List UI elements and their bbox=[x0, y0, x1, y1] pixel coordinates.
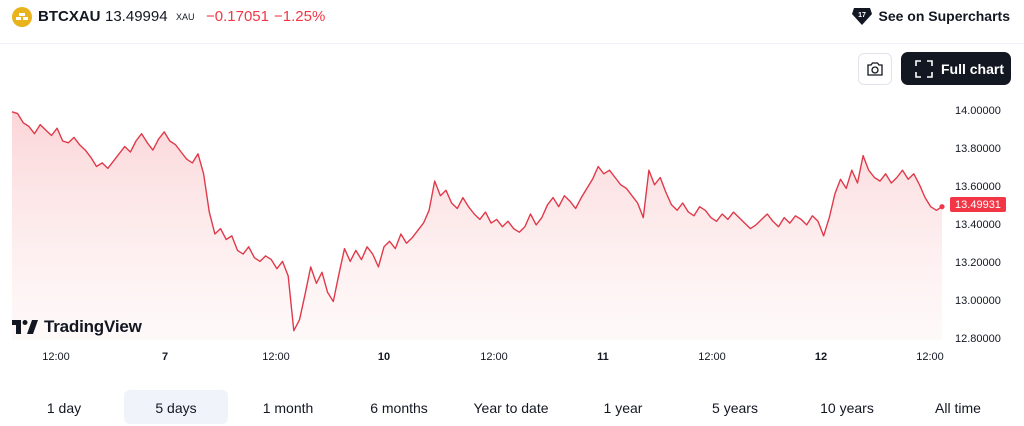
x-axis: 12:00 7 12:00 10 12:00 11 12:00 12 12:00 bbox=[42, 351, 944, 363]
y-tick-label: 13.80000 bbox=[955, 143, 1001, 155]
range-6-months[interactable]: 6 months bbox=[370, 400, 428, 416]
watermark-text: TradingView bbox=[44, 317, 142, 336]
camera-icon bbox=[867, 62, 883, 76]
last-price-label-text: 13.49931 bbox=[955, 199, 1001, 211]
range-all-time[interactable]: All time bbox=[935, 400, 981, 416]
gold-coin-icon bbox=[12, 7, 32, 27]
full-chart-label: Full chart bbox=[941, 60, 1005, 77]
snapshot-button[interactable] bbox=[858, 53, 892, 85]
x-tick-label: 10 bbox=[378, 351, 390, 363]
tradingview-logo-icon bbox=[12, 320, 38, 334]
last-price-dot bbox=[939, 204, 945, 210]
price-change: −0.17051 bbox=[206, 8, 269, 25]
y-axis: 14.00000 13.80000 13.60000 13.40000 13.20000… bbox=[955, 105, 1001, 345]
y-tick-label: 13.60000 bbox=[955, 181, 1001, 193]
y-tick-label: 14.00000 bbox=[955, 105, 1001, 117]
range-5-days[interactable]: 5 days bbox=[124, 390, 228, 424]
x-tick-label: 12:00 bbox=[916, 351, 944, 363]
x-tick-label: 12:00 bbox=[480, 351, 508, 363]
y-tick-label: 13.00000 bbox=[955, 295, 1001, 307]
svg-text:17: 17 bbox=[858, 12, 866, 19]
range-5-years[interactable]: 5 years bbox=[712, 400, 758, 416]
x-tick-label: 12:00 bbox=[698, 351, 726, 363]
y-tick-label: 12.80000 bbox=[955, 333, 1001, 345]
tradingview-watermark: TradingView bbox=[12, 317, 142, 337]
symbol-name: BTCXAU bbox=[38, 8, 101, 25]
tradingview-shield-icon: 17 bbox=[851, 8, 872, 25]
range-year-to-date[interactable]: Year to date bbox=[473, 400, 549, 416]
x-tick-label: 12:00 bbox=[262, 351, 290, 363]
range-1-day[interactable]: 1 day bbox=[46, 400, 82, 416]
last-price-label-bg bbox=[950, 197, 1006, 212]
y-tick-label: 13.20000 bbox=[955, 257, 1001, 269]
last-price: 13.49994 bbox=[105, 8, 168, 25]
y-tick-label: 13.40000 bbox=[955, 219, 1001, 231]
price-currency: XAU bbox=[176, 12, 195, 22]
supercharts-label: See on Supercharts bbox=[878, 8, 1011, 24]
time-range-bar: 1 day 5 days 1 month 6 months Year to date 1 … bbox=[0, 390, 1024, 424]
price-area-fill bbox=[12, 111, 942, 340]
full-chart-button[interactable]: Full chart bbox=[901, 52, 1011, 85]
x-tick-label: 12:00 bbox=[42, 351, 70, 363]
symbol-header: BTCXAU 13.49994 XAU −0.17051 −1.25% 17 S… bbox=[0, 0, 1024, 36]
range-1-month[interactable]: 1 month bbox=[262, 400, 314, 416]
see-on-supercharts-link[interactable]: 17 See on Supercharts bbox=[851, 6, 1011, 26]
header-divider bbox=[0, 43, 1024, 44]
price-line bbox=[11, 111, 943, 332]
expand-icon bbox=[915, 59, 933, 78]
range-1-year[interactable]: 1 year bbox=[603, 400, 643, 416]
last-price-label: 13.49931 bbox=[950, 197, 1006, 212]
price-chart[interactable]: 14.00000 13.80000 13.60000 13.40000 13.20000… bbox=[0, 90, 1024, 380]
price-change-percent: −1.25% bbox=[274, 8, 326, 25]
x-tick-label: 7 bbox=[162, 351, 168, 363]
x-tick-label: 11 bbox=[597, 351, 609, 363]
x-tick-label: 12 bbox=[815, 351, 827, 363]
range-10-years[interactable]: 10 years bbox=[820, 400, 874, 416]
